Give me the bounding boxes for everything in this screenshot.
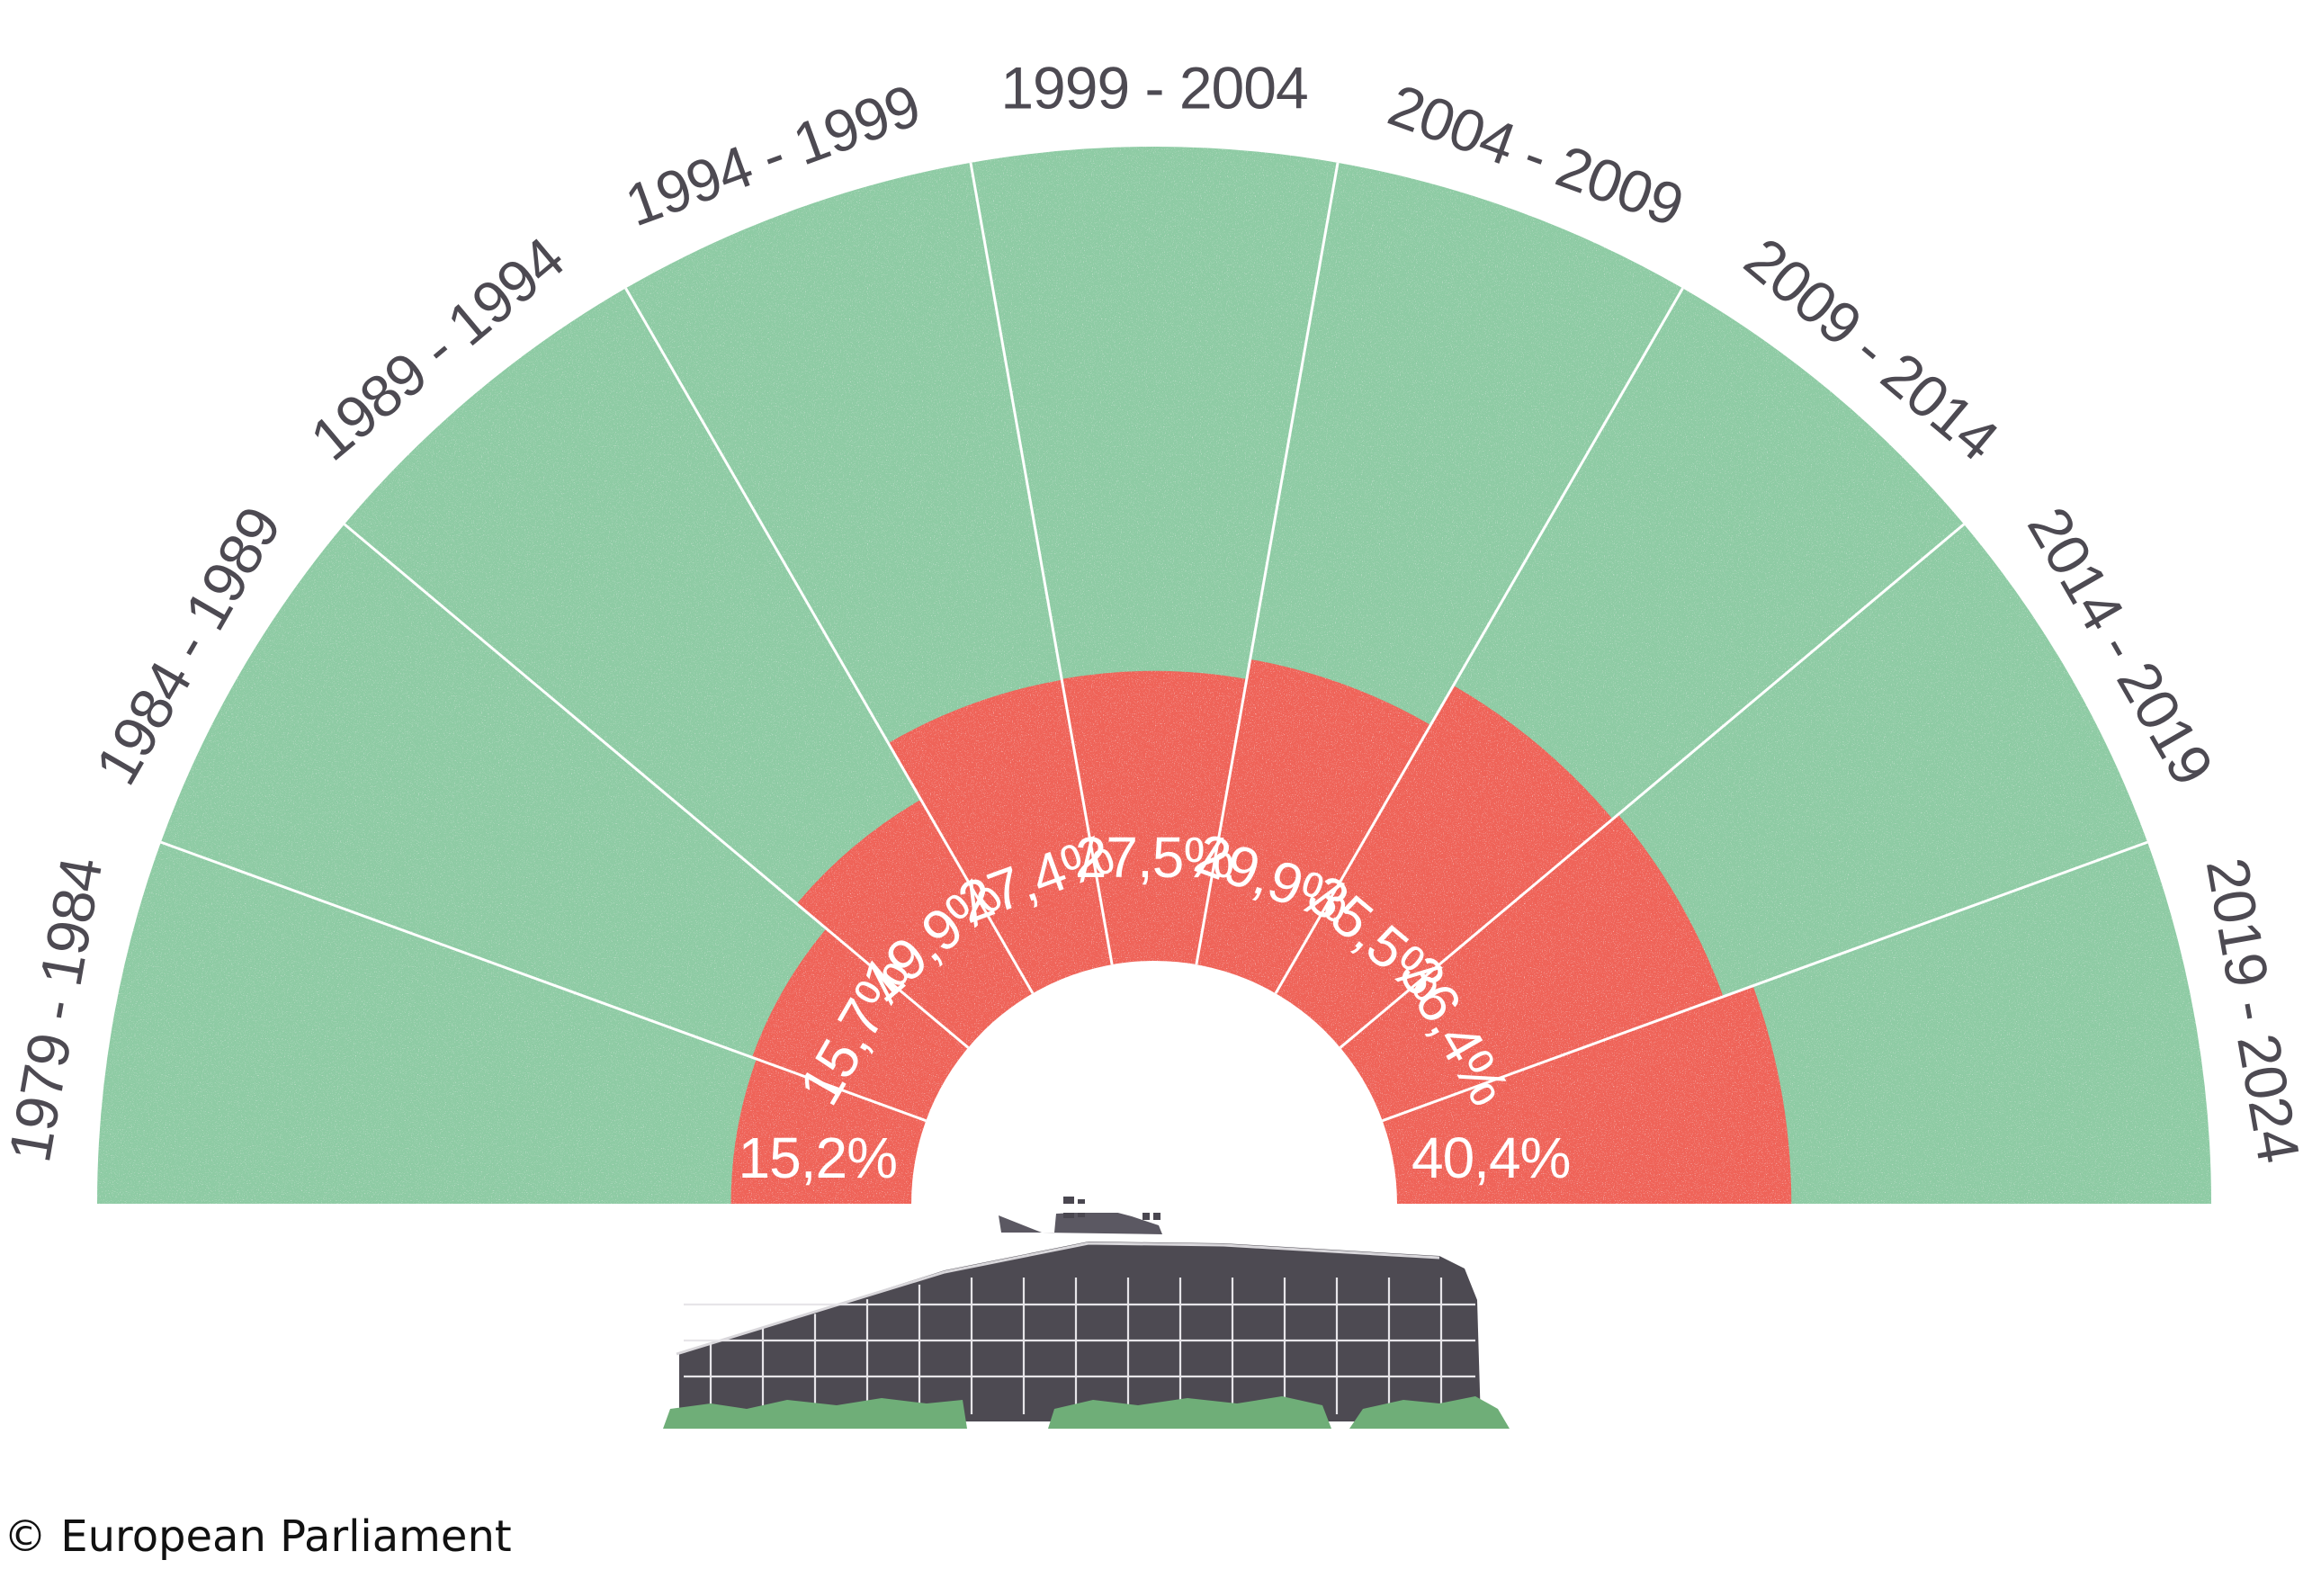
sector-divider xyxy=(1339,523,1966,1049)
period-label: 1999 - 2004 xyxy=(1000,54,1307,121)
period-label: 2019 - 2024 xyxy=(2194,853,2303,1167)
value-bar xyxy=(1062,670,1247,1204)
sector-divider xyxy=(160,840,927,1123)
value-label: 15,2% xyxy=(739,1125,897,1190)
baseline-gap xyxy=(0,1204,2303,1213)
sector-divider xyxy=(343,523,970,1049)
sector-divider xyxy=(624,287,1035,994)
value-label: 27,5% xyxy=(1075,825,1233,890)
period-label: 1979 - 1984 xyxy=(0,853,114,1167)
sector-divider xyxy=(1382,840,2148,1123)
value-label: 40,4% xyxy=(1411,1125,1570,1190)
sector-divider xyxy=(969,162,1114,965)
sector-divider xyxy=(1274,287,1684,994)
sector-divider xyxy=(1195,162,1340,965)
european-parliament-building xyxy=(663,1197,1510,1429)
credit-text: © European Parliament xyxy=(4,1511,512,1562)
